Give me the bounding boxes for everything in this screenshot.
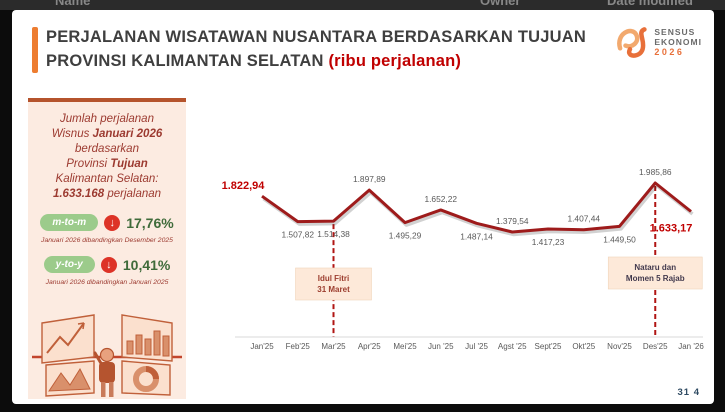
svg-text:1.897,89: 1.897,89: [353, 174, 386, 184]
y-to-y-value: 10,41%: [122, 256, 171, 273]
summary-panel: Jumlah perjalanan Wisnus Januari 2026 berd…: [28, 98, 186, 399]
svg-text:Jan'25: Jan'25: [250, 342, 274, 351]
logo-swirl-icon: [617, 27, 648, 58]
svg-text:1.417,23: 1.417,23: [532, 237, 565, 247]
svg-text:1.379,54: 1.379,54: [496, 216, 529, 226]
svg-text:1.507,82: 1.507,82: [281, 230, 314, 240]
background-window-header: Name Owner Date modified: [0, 0, 725, 10]
summary-intro: Jumlah perjalanan Wisnus Januari 2026 berd…: [51, 113, 163, 200]
logo-line1: SENSUS: [654, 26, 696, 37]
svg-text:1.487,14: 1.487,14: [460, 231, 493, 241]
svg-text:Nov'25: Nov'25: [607, 342, 632, 351]
svg-text:Jun '25: Jun '25: [428, 342, 454, 351]
down-arrow-icon: ↓: [100, 256, 117, 273]
svg-text:Okt'25: Okt'25: [572, 342, 595, 351]
slide-title: PERJALANAN WISATAWAN NUSANTARA BERDASARK…: [46, 25, 606, 73]
metric-y-to-y: y-to-y ↓ 10,41%: [28, 256, 186, 273]
trend-chart: 1.822,94 1.507,82 1.514,38 1.897,89 1.495,29…: [195, 88, 715, 373]
svg-text:Feb'25: Feb'25: [286, 342, 311, 351]
svg-text:Des'25: Des'25: [643, 342, 668, 351]
m-to-m-value: 17,76%: [126, 214, 174, 231]
svg-text:1.822,94: 1.822,94: [222, 180, 266, 192]
svg-text:Idul Fitri: Idul Fitri: [318, 274, 350, 283]
svg-text:Sept'25: Sept'25: [535, 342, 562, 351]
svg-text:Jul '25: Jul '25: [465, 342, 488, 351]
svg-text:Mar'25: Mar'25: [321, 342, 346, 351]
svg-text:1.985,86: 1.985,86: [639, 167, 672, 177]
svg-text:Jan '26: Jan '26: [678, 342, 704, 351]
m-to-m-note: Januari 2026 dibandingkan Desember 2025: [41, 237, 173, 244]
title-accent-bar: [32, 27, 38, 73]
page-number: 31 4: [677, 387, 700, 398]
logo-text: SENSUS EKONOMI 2026: [654, 27, 702, 58]
svg-text:1.652,22: 1.652,22: [424, 194, 457, 204]
presentation-slide: PERJALANAN WISATAWAN NUSANTARA BERDASARK…: [12, 10, 714, 404]
svg-text:Mei'25: Mei'25: [393, 342, 417, 351]
m-to-m-badge: m-to-m: [40, 214, 99, 231]
title-line1: PERJALANAN WISATAWAN NUSANTARA BERDASARK…: [46, 28, 586, 46]
trend-chart-svg: 1.822,94 1.507,82 1.514,38 1.897,89 1.495,29…: [222, 167, 705, 351]
svg-text:1.495,29: 1.495,29: [389, 231, 422, 241]
title-line2: PROVINSI KALIMANTAN SELATAN: [46, 52, 324, 70]
svg-text:1.633,17: 1.633,17: [650, 223, 693, 235]
logo-line2: EKONOMI: [654, 36, 702, 47]
title-unit: (ribu perjalanan): [328, 52, 462, 70]
svg-text:Apr'25: Apr'25: [358, 342, 381, 351]
sensus-ekonomi-logo: SENSUS EKONOMI 2026: [611, 24, 702, 60]
column-header-owner[interactable]: Owner: [480, 0, 521, 8]
svg-text:1.449,50: 1.449,50: [603, 234, 636, 244]
y-to-y-badge: y-to-y: [43, 256, 95, 273]
logo-year: 2026: [654, 46, 685, 57]
statistics-illustration: [32, 314, 182, 397]
svg-text:Agst '25: Agst '25: [498, 342, 527, 351]
down-arrow-icon: ↓: [104, 214, 121, 231]
svg-text:1.407,44: 1.407,44: [567, 214, 600, 224]
svg-text:1.514,38: 1.514,38: [317, 229, 350, 239]
svg-text:Momen 5 Rajab: Momen 5 Rajab: [626, 274, 685, 283]
column-header-name[interactable]: Name: [55, 0, 91, 8]
svg-text:Nataru dan: Nataru dan: [634, 263, 676, 272]
y-to-y-note: Januari 2026 dibandingkan Januari 2025: [45, 279, 169, 286]
column-header-date-modified[interactable]: Date modified: [607, 0, 693, 8]
metric-m-to-m: m-to-m ↓ 17,76%: [28, 214, 186, 231]
svg-text:31 Maret: 31 Maret: [317, 285, 350, 294]
